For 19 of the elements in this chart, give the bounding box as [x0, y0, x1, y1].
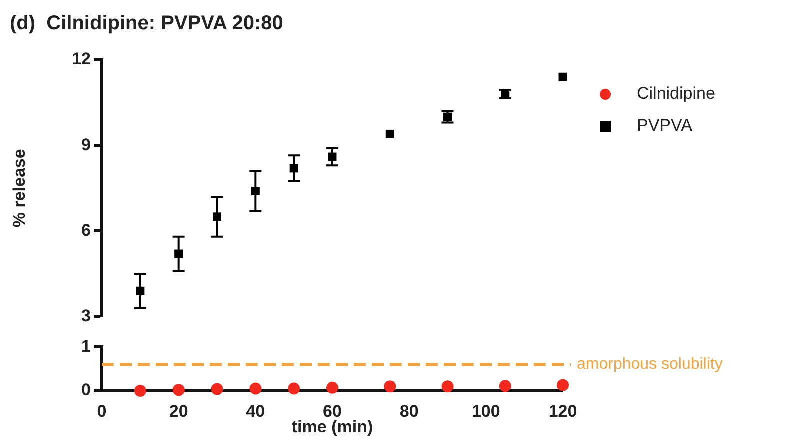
y-tick-label: 6	[82, 220, 91, 240]
x-tick-label: 120	[548, 402, 578, 421]
y-tick-label: 12	[72, 50, 91, 69]
x-tick-label: 100	[472, 402, 500, 421]
y-tick-label: 1	[82, 336, 91, 356]
ref-line-label: amorphous solubility	[577, 356, 723, 374]
y-axis-title: % release	[10, 149, 29, 228]
point	[558, 72, 568, 82]
x-tick-label: 20	[169, 402, 188, 421]
legend-label: PVPVA	[637, 116, 692, 136]
y-tick-label: 3	[82, 306, 91, 326]
y-tick-label: 9	[82, 135, 91, 154]
y-tick-label: 0	[82, 380, 91, 400]
x-tick-label: 80	[400, 402, 419, 421]
legend-label: Cilnidipine	[637, 84, 716, 104]
x-tick-label: 0	[97, 402, 107, 421]
chart-title: (d) Cilnidipine: PVPVA 20:80	[10, 12, 284, 35]
x-tick-label: 40	[246, 402, 266, 421]
point	[386, 130, 394, 138]
